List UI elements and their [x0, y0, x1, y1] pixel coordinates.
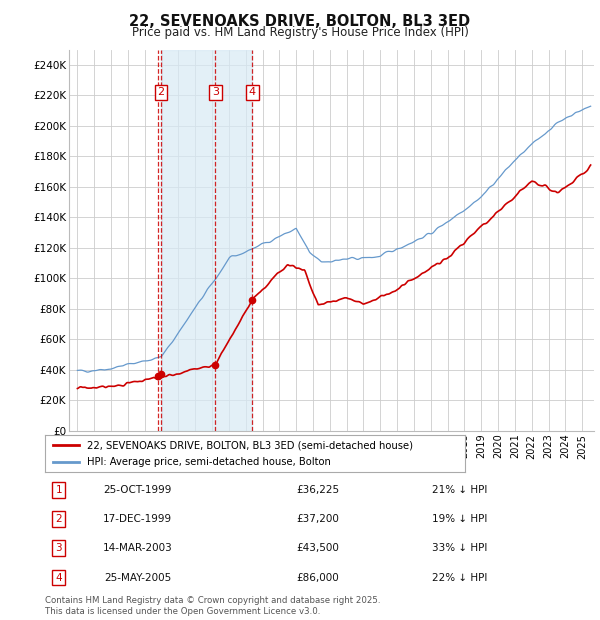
Text: 3: 3 — [55, 543, 62, 554]
Bar — [161, 50, 253, 431]
Text: 33% ↓ HPI: 33% ↓ HPI — [432, 543, 488, 554]
Text: 14-MAR-2003: 14-MAR-2003 — [103, 543, 173, 554]
Text: 2: 2 — [55, 514, 62, 525]
Text: 4: 4 — [55, 572, 62, 583]
Text: 21% ↓ HPI: 21% ↓ HPI — [432, 485, 488, 495]
Text: Contains HM Land Registry data © Crown copyright and database right 2025.
This d: Contains HM Land Registry data © Crown c… — [45, 596, 380, 616]
Text: 25-OCT-1999: 25-OCT-1999 — [104, 485, 172, 495]
Text: £36,225: £36,225 — [296, 485, 340, 495]
Text: 22, SEVENOAKS DRIVE, BOLTON, BL3 3ED (semi-detached house): 22, SEVENOAKS DRIVE, BOLTON, BL3 3ED (se… — [87, 440, 413, 450]
Text: 4: 4 — [249, 87, 256, 97]
Text: £43,500: £43,500 — [296, 543, 340, 554]
Text: 22% ↓ HPI: 22% ↓ HPI — [432, 572, 488, 583]
Text: £37,200: £37,200 — [296, 514, 340, 525]
Text: 22, SEVENOAKS DRIVE, BOLTON, BL3 3ED: 22, SEVENOAKS DRIVE, BOLTON, BL3 3ED — [130, 14, 470, 29]
Text: 1: 1 — [55, 485, 62, 495]
Text: 2: 2 — [157, 87, 164, 97]
Text: 17-DEC-1999: 17-DEC-1999 — [103, 514, 172, 525]
Text: 3: 3 — [212, 87, 219, 97]
Text: 25-MAY-2005: 25-MAY-2005 — [104, 572, 172, 583]
Text: £86,000: £86,000 — [296, 572, 340, 583]
Text: 19% ↓ HPI: 19% ↓ HPI — [432, 514, 488, 525]
Text: Price paid vs. HM Land Registry's House Price Index (HPI): Price paid vs. HM Land Registry's House … — [131, 26, 469, 39]
Text: HPI: Average price, semi-detached house, Bolton: HPI: Average price, semi-detached house,… — [87, 458, 331, 467]
